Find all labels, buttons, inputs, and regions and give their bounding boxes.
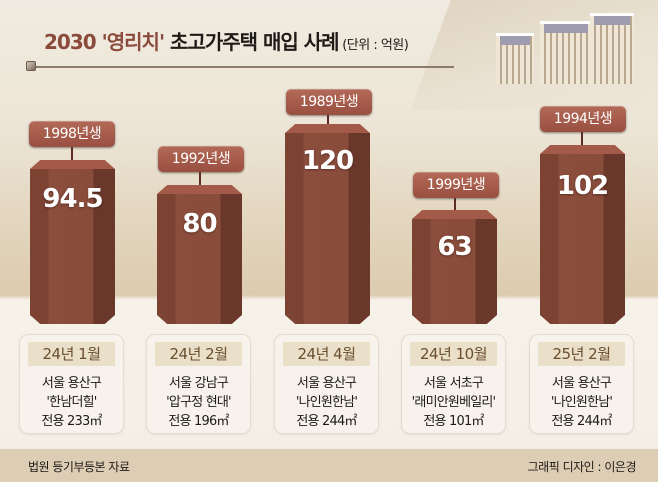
unit-area: 전용 244㎡: [551, 414, 612, 429]
badge-pin: [327, 115, 329, 127]
bar-value: 63: [437, 232, 472, 262]
underline-knob-icon: [26, 61, 36, 71]
bar-pillar: 80: [157, 185, 242, 324]
region: 서울 서초구: [423, 376, 484, 391]
complex-name: '래미안원베일리': [411, 395, 496, 410]
bar-pillar: 120: [285, 124, 370, 324]
badge-pin: [71, 147, 73, 161]
detail-card: 25년 2월 서울 용산구 '나인원한남' 전용 244㎡: [530, 335, 633, 433]
bar-value: 80: [182, 209, 217, 239]
detail-card: 24년 1월 서울 용산구 '한남더힐' 전용 233㎡: [20, 335, 123, 433]
birth-year-badge: 1999년생: [413, 172, 499, 198]
region: 서울 용산구: [296, 376, 357, 391]
badge-pin: [454, 198, 456, 211]
bar-value: 94.5: [42, 184, 103, 214]
detail-card: 24년 4월 서울 용산구 '나인원한남' 전용 244㎡: [275, 335, 378, 433]
source-note: 법원 등기부등본 자료: [28, 460, 130, 474]
complex-name: '한남더힐': [46, 395, 97, 410]
apartment-buildings-icon: [490, 13, 640, 84]
page-title: 2030 '영리치' 초고가주택 매입 사례 (단위 : 억원): [44, 26, 409, 55]
purchase-date: 24년 10월: [410, 342, 497, 366]
bar-value: 102: [556, 171, 609, 201]
purchase-date: 24년 1월: [28, 342, 115, 366]
region: 서울 용산구: [551, 376, 612, 391]
bar-pillar: 102: [540, 145, 625, 324]
title-main: 초고가주택 매입 사례: [164, 30, 340, 54]
complex-name: '나인원한남': [295, 395, 358, 410]
complex-name: '나인원한남': [550, 395, 613, 410]
unit-area: 전용 101㎡: [423, 414, 484, 429]
birth-year-badge: 1994년생: [540, 106, 626, 132]
detail-card: 24년 10월 서울 서초구 '래미안원베일리' 전용 101㎡: [402, 335, 505, 433]
region: 서울 강남구: [168, 376, 229, 391]
purchase-date: 24년 2월: [155, 342, 242, 366]
region: 서울 용산구: [41, 376, 102, 391]
badge-pin: [199, 172, 201, 186]
badge-pin: [581, 132, 583, 146]
unit-area: 전용 233㎡: [41, 414, 102, 429]
title-highlight: 2030 '영리치': [44, 30, 165, 54]
birth-year-badge: 1992년생: [158, 146, 244, 172]
detail-card: 24년 2월 서울 강남구 '압구정 현대' 전용 196㎡: [147, 335, 250, 433]
unit-area: 전용 244㎡: [296, 414, 357, 429]
purchase-date: 25년 2월: [538, 342, 625, 366]
purchase-date: 24년 4월: [283, 342, 370, 366]
bar-pillar: 63: [412, 210, 497, 324]
design-credit: 그래픽 디자인 : 이은경: [527, 460, 637, 474]
unit-area: 전용 196㎡: [168, 414, 229, 429]
title-unit: (단위 : 억원): [338, 38, 409, 53]
birth-year-badge: 1989년생: [286, 89, 372, 115]
title-underline: [34, 66, 454, 68]
complex-name: '압구정 현대': [166, 395, 231, 410]
birth-year-badge: 1998년생: [29, 121, 115, 147]
bar-value: 120: [301, 146, 354, 176]
bar-pillar: 94.5: [30, 160, 115, 324]
footer-bar: 법원 등기부등본 자료 그래픽 디자인 : 이은경: [0, 449, 658, 482]
